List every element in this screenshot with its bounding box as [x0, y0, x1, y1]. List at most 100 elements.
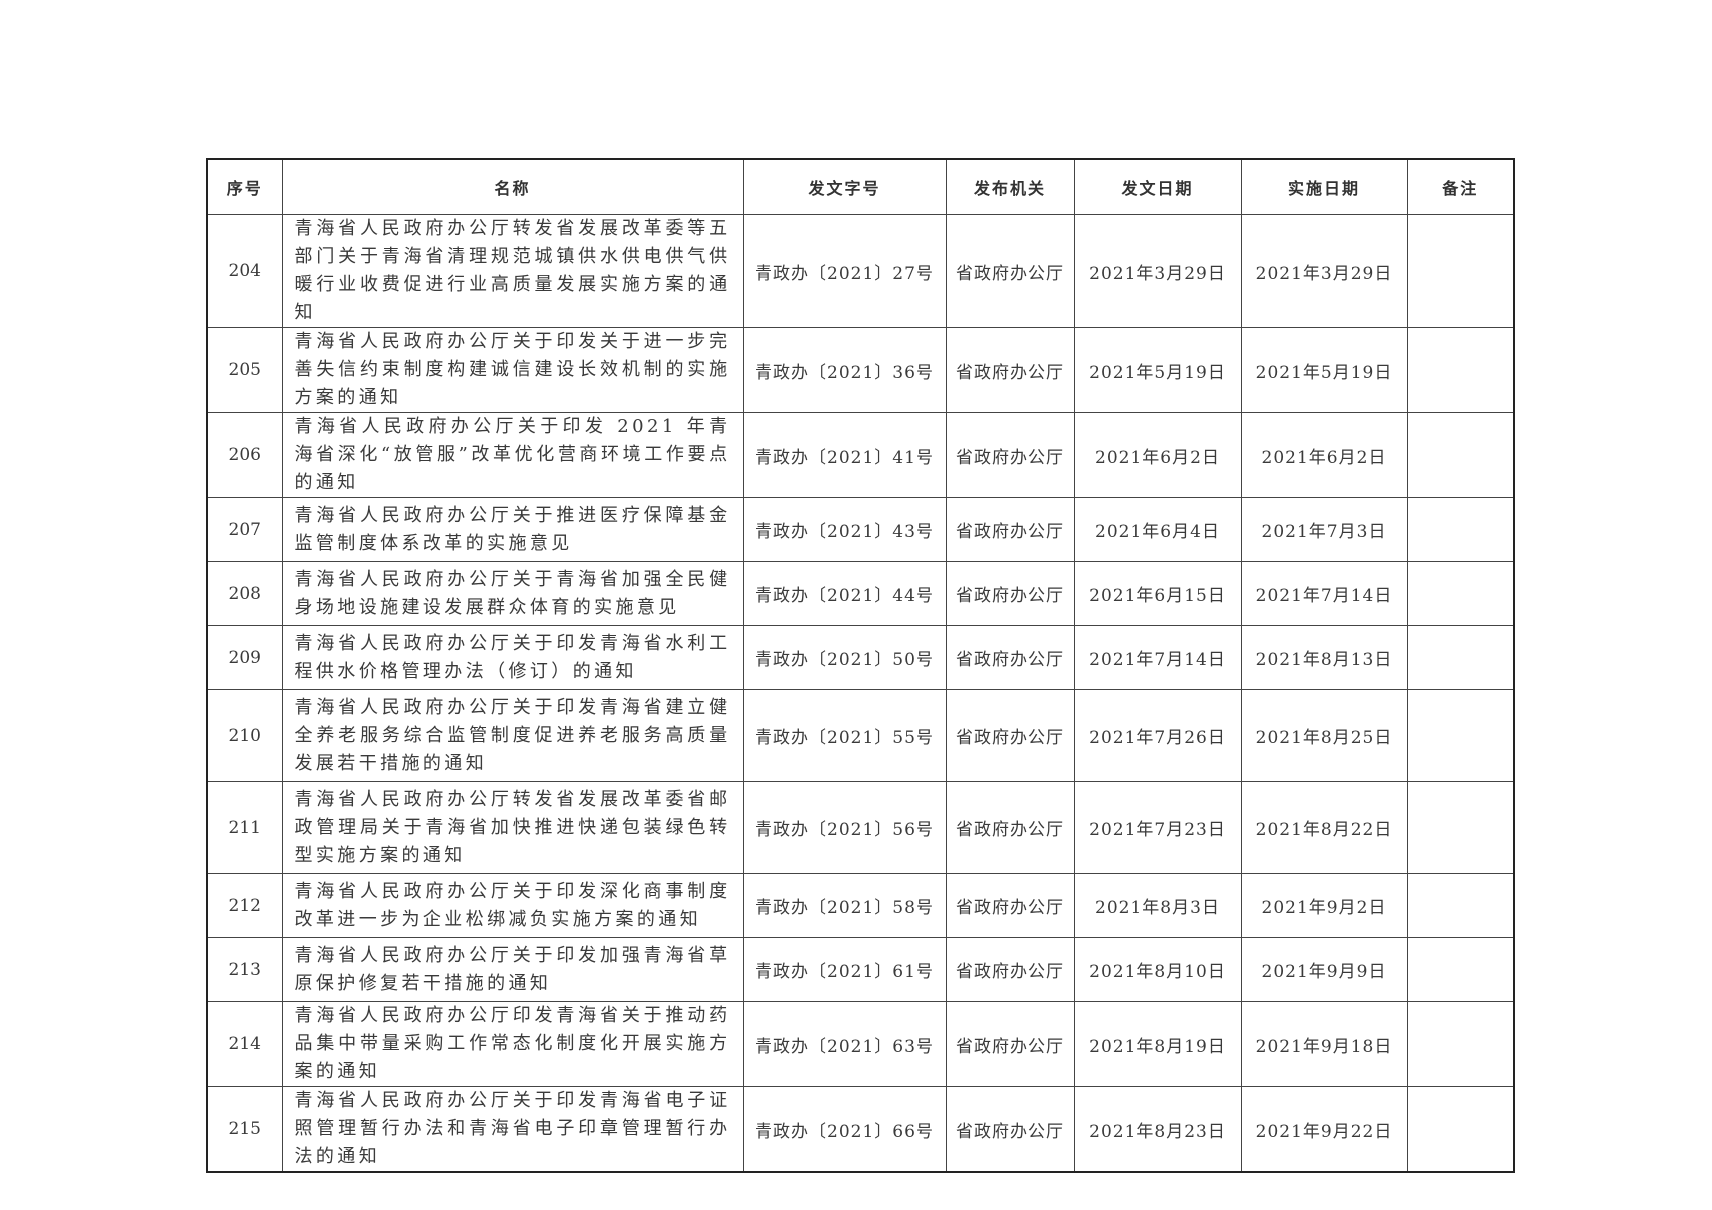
note-cell — [1406, 781, 1515, 874]
name-cell: 青海省人民政府办公厅关于印发青海省水利工程供水价格管理办法（修订）的通知 — [281, 625, 744, 690]
table-row: 210 青海省人民政府办公厅关于印发青海省建立健全养老服务综合监管制度促进养老服务… — [206, 689, 1515, 782]
issuer-cell: 省政府办公厅 — [945, 937, 1075, 1002]
doc-number-cell: 青政办〔2021〕43号 — [742, 497, 947, 562]
effective-date-cell: 2021年9月18日 — [1240, 1001, 1408, 1087]
effective-date-cell: 2021年7月3日 — [1240, 497, 1408, 562]
issue-date-cell: 2021年6月4日 — [1073, 497, 1242, 562]
effective-date-cell: 2021年6月2日 — [1240, 412, 1408, 498]
doc-number-cell: 青政办〔2021〕50号 — [742, 625, 947, 690]
header-doc-number: 发文字号 — [742, 158, 947, 215]
note-cell — [1406, 561, 1515, 626]
serial-cell: 209 — [206, 625, 283, 690]
note-cell — [1406, 412, 1515, 498]
doc-number-cell: 青政办〔2021〕41号 — [742, 412, 947, 498]
issuer-cell: 省政府办公厅 — [945, 1001, 1075, 1087]
name-cell: 青海省人民政府办公厅转发省发展改革委省邮政管理局关于青海省加快推进快递包装绿色转… — [281, 781, 744, 874]
effective-date-cell: 2021年8月13日 — [1240, 625, 1408, 690]
header-name: 名称 — [281, 158, 744, 215]
serial-cell: 210 — [206, 689, 283, 782]
doc-number-cell: 青政办〔2021〕58号 — [742, 873, 947, 938]
issue-date-cell: 2021年8月23日 — [1073, 1086, 1242, 1173]
table-row: 206 青海省人民政府办公厅关于印发 2021 年青海省深化“放管服”改革优化营商… — [206, 412, 1515, 498]
effective-date-cell: 2021年8月25日 — [1240, 689, 1408, 782]
issue-date-cell: 2021年6月15日 — [1073, 561, 1242, 626]
effective-date-cell: 2021年5月19日 — [1240, 327, 1408, 413]
name-cell: 青海省人民政府办公厅关于印发青海省建立健全养老服务综合监管制度促进养老服务高质量… — [281, 689, 744, 782]
effective-date-cell: 2021年3月29日 — [1240, 214, 1408, 328]
issue-date-cell: 2021年7月23日 — [1073, 781, 1242, 874]
note-cell — [1406, 625, 1515, 690]
table-row: 204 青海省人民政府办公厅转发省发展改革委等五部门关于青海省清理规范城镇供水供电… — [206, 214, 1515, 328]
table-row: 205 青海省人民政府办公厅关于印发关于进一步完善失信约束制度构建诚信建设长效机制… — [206, 327, 1515, 413]
issue-date-cell: 2021年8月10日 — [1073, 937, 1242, 1002]
note-cell — [1406, 873, 1515, 938]
serial-cell: 211 — [206, 781, 283, 874]
issue-date-cell: 2021年8月3日 — [1073, 873, 1242, 938]
table-row: 213 青海省人民政府办公厅关于印发加强青海省草原保护修复若干措施的通知 青政办〔2… — [206, 937, 1515, 1002]
name-cell: 青海省人民政府办公厅关于印发加强青海省草原保护修复若干措施的通知 — [281, 937, 744, 1002]
serial-cell: 212 — [206, 873, 283, 938]
doc-number-cell: 青政办〔2021〕36号 — [742, 327, 947, 413]
table-row: 212 青海省人民政府办公厅关于印发深化商事制度改革进一步为企业松绑减负实施方案的… — [206, 873, 1515, 938]
serial-cell: 215 — [206, 1086, 283, 1173]
name-cell: 青海省人民政府办公厅关于推进医疗保障基金监管制度体系改革的实施意见 — [281, 497, 744, 562]
issue-date-cell: 2021年8月19日 — [1073, 1001, 1242, 1087]
issuer-cell: 省政府办公厅 — [945, 412, 1075, 498]
doc-number-cell: 青政办〔2021〕27号 — [742, 214, 947, 328]
issue-date-cell: 2021年5月19日 — [1073, 327, 1242, 413]
doc-number-cell: 青政办〔2021〕44号 — [742, 561, 947, 626]
doc-number-cell: 青政办〔2021〕63号 — [742, 1001, 947, 1087]
issuer-cell: 省政府办公厅 — [945, 214, 1075, 328]
effective-date-cell: 2021年9月22日 — [1240, 1086, 1408, 1173]
name-cell: 青海省人民政府办公厅关于印发 2021 年青海省深化“放管服”改革优化营商环境工… — [281, 412, 744, 498]
issue-date-cell: 2021年7月14日 — [1073, 625, 1242, 690]
doc-number-cell: 青政办〔2021〕66号 — [742, 1086, 947, 1173]
serial-cell: 208 — [206, 561, 283, 626]
issuer-cell: 省政府办公厅 — [945, 625, 1075, 690]
effective-date-cell: 2021年8月22日 — [1240, 781, 1408, 874]
issue-date-cell: 2021年6月2日 — [1073, 412, 1242, 498]
effective-date-cell: 2021年9月2日 — [1240, 873, 1408, 938]
effective-date-cell: 2021年9月9日 — [1240, 937, 1408, 1002]
header-effective-date: 实施日期 — [1240, 158, 1408, 215]
doc-number-cell: 青政办〔2021〕61号 — [742, 937, 947, 1002]
note-cell — [1406, 689, 1515, 782]
name-cell: 青海省人民政府办公厅关于印发青海省电子证照管理暂行办法和青海省电子印章管理暂行办… — [281, 1086, 744, 1173]
note-cell — [1406, 1001, 1515, 1087]
note-cell — [1406, 214, 1515, 328]
serial-cell: 207 — [206, 497, 283, 562]
name-cell: 青海省人民政府办公厅关于印发深化商事制度改革进一步为企业松绑减负实施方案的通知 — [281, 873, 744, 938]
doc-number-cell: 青政办〔2021〕55号 — [742, 689, 947, 782]
doc-number-cell: 青政办〔2021〕56号 — [742, 781, 947, 874]
note-cell — [1406, 937, 1515, 1002]
table-row: 207 青海省人民政府办公厅关于推进医疗保障基金监管制度体系改革的实施意见 青政办〔… — [206, 497, 1515, 562]
issue-date-cell: 2021年3月29日 — [1073, 214, 1242, 328]
header-serial: 序号 — [206, 158, 283, 215]
note-cell — [1406, 1086, 1515, 1173]
serial-cell: 204 — [206, 214, 283, 328]
issuer-cell: 省政府办公厅 — [945, 873, 1075, 938]
serial-cell: 206 — [206, 412, 283, 498]
name-cell: 青海省人民政府办公厅关于印发关于进一步完善失信约束制度构建诚信建设长效机制的实施… — [281, 327, 744, 413]
note-cell — [1406, 497, 1515, 562]
serial-cell: 205 — [206, 327, 283, 413]
serial-cell: 213 — [206, 937, 283, 1002]
table-header-row: 序号 名称 发文字号 发布机关 发文日期 实施日期 备注 — [206, 158, 1515, 215]
note-cell — [1406, 327, 1515, 413]
issuer-cell: 省政府办公厅 — [945, 497, 1075, 562]
table-row: 209 青海省人民政府办公厅关于印发青海省水利工程供水价格管理办法（修订）的通知青… — [206, 625, 1515, 690]
name-cell: 青海省人民政府办公厅关于青海省加强全民健身场地设施建设发展群众体育的实施意见 — [281, 561, 744, 626]
serial-cell: 214 — [206, 1001, 283, 1087]
issue-date-cell: 2021年7月26日 — [1073, 689, 1242, 782]
issuer-cell: 省政府办公厅 — [945, 561, 1075, 626]
issuer-cell: 省政府办公厅 — [945, 781, 1075, 874]
table-body: 204 青海省人民政府办公厅转发省发展改革委等五部门关于青海省清理规范城镇供水供电… — [206, 214, 1515, 1173]
effective-date-cell: 2021年7月14日 — [1240, 561, 1408, 626]
name-cell: 青海省人民政府办公厅转发省发展改革委等五部门关于青海省清理规范城镇供水供电供气供… — [281, 214, 744, 328]
issuer-cell: 省政府办公厅 — [945, 1086, 1075, 1173]
header-note: 备注 — [1406, 158, 1515, 215]
issuer-cell: 省政府办公厅 — [945, 689, 1075, 782]
name-cell: 青海省人民政府办公厅印发青海省关于推动药品集中带量采购工作常态化制度化开展实施方… — [281, 1001, 744, 1087]
table-row: 208 青海省人民政府办公厅关于青海省加强全民健身场地设施建设发展群众体育的实施意… — [206, 561, 1515, 626]
regulations-table: 序号 名称 发文字号 发布机关 发文日期 实施日期 备注 204 青海省人民政府办… — [206, 158, 1515, 1173]
